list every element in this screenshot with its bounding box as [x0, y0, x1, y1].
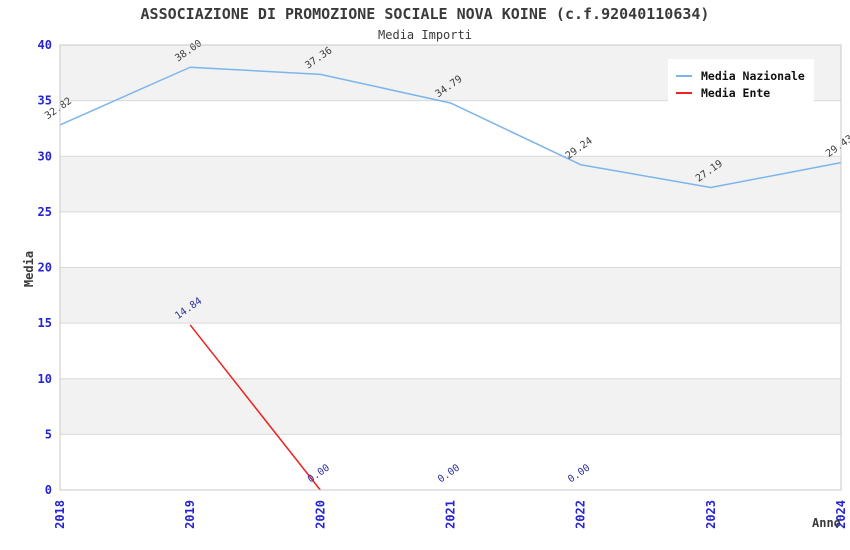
legend: Media Nazionale Media Ente: [668, 59, 814, 109]
y-tick-label: 20: [38, 261, 52, 275]
media-nazionale-line-swatch: [676, 74, 692, 77]
x-tick-label: 2018: [53, 500, 67, 529]
y-axis-title: Media: [22, 250, 36, 288]
legend-item-media-nazionale: Media Nazionale: [676, 68, 806, 83]
series-line-media-nazionale: [59, 66, 842, 189]
y-tick-label: 10: [38, 372, 52, 386]
media-ente-line-swatch: [676, 91, 692, 94]
chart-title: ASSOCIAZIONE DI PROMOZIONE SOCIALE NOVA …: [140, 5, 710, 23]
y-tick-label: 40: [38, 38, 52, 52]
y-tick-label: 25: [38, 205, 52, 219]
plot-band: [60, 156, 841, 212]
x-tick-label: 2019: [183, 500, 197, 529]
x-tick-label: 2023: [704, 500, 718, 529]
plot-border: [59, 44, 842, 491]
plot-band: [60, 211, 841, 268]
x-tick-label: 2022: [574, 500, 588, 529]
y-tick-label: 30: [38, 149, 52, 163]
y-tick-label: 15: [38, 316, 52, 330]
plot-band: [60, 100, 841, 157]
legend-label-media-ente: Media Ente: [701, 85, 771, 100]
legend-item-media-ente: Media Ente: [676, 85, 806, 100]
plot-band: [60, 323, 841, 379]
legend-label-media-nazionale: Media Nazionale: [701, 68, 805, 83]
plot-band: [60, 267, 841, 324]
y-tick-label: 5: [45, 427, 52, 441]
chart-subtitle: Media Importi: [378, 28, 472, 42]
x-axis-title: Anno: [812, 516, 841, 530]
x-tick-label: 2021: [444, 500, 458, 529]
series-line-media-ente: [189, 324, 321, 491]
plot-band: [60, 378, 841, 435]
x-tick-label: 2024: [834, 500, 848, 529]
y-tick-label: 35: [38, 94, 52, 108]
x-tick-label: 2020: [313, 500, 327, 529]
plot-band: [60, 434, 841, 490]
y-tick-label: 0: [45, 483, 52, 497]
